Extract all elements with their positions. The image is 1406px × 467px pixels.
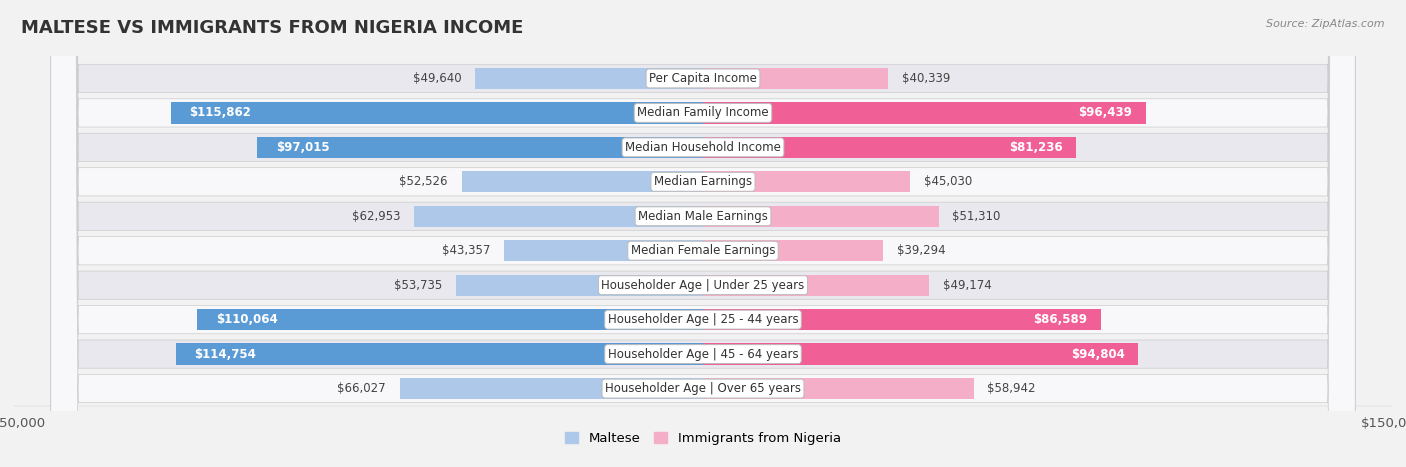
Legend: Maltese, Immigrants from Nigeria: Maltese, Immigrants from Nigeria — [560, 427, 846, 451]
FancyBboxPatch shape — [51, 0, 1355, 467]
Text: Source: ZipAtlas.com: Source: ZipAtlas.com — [1267, 19, 1385, 28]
Bar — [703, 171, 910, 192]
Bar — [413, 205, 703, 227]
FancyBboxPatch shape — [51, 0, 1355, 467]
Bar — [399, 378, 703, 399]
Text: $97,015: $97,015 — [276, 141, 329, 154]
Bar — [461, 171, 703, 192]
Text: $86,589: $86,589 — [1033, 313, 1087, 326]
Bar — [257, 137, 703, 158]
Text: Median Female Earnings: Median Female Earnings — [631, 244, 775, 257]
Text: $51,310: $51,310 — [952, 210, 1001, 223]
Text: $52,526: $52,526 — [399, 175, 449, 188]
Text: Median Household Income: Median Household Income — [626, 141, 780, 154]
Bar — [172, 102, 703, 124]
Text: Householder Age | 45 - 64 years: Householder Age | 45 - 64 years — [607, 347, 799, 361]
Text: $58,942: $58,942 — [987, 382, 1036, 395]
Bar — [475, 68, 703, 89]
FancyBboxPatch shape — [51, 0, 1355, 467]
Text: $49,640: $49,640 — [412, 72, 461, 85]
Bar — [703, 205, 939, 227]
FancyBboxPatch shape — [51, 0, 1355, 467]
Bar — [703, 68, 889, 89]
Text: Per Capita Income: Per Capita Income — [650, 72, 756, 85]
Text: $94,804: $94,804 — [1071, 347, 1125, 361]
Text: $39,294: $39,294 — [897, 244, 946, 257]
Text: $45,030: $45,030 — [924, 175, 972, 188]
FancyBboxPatch shape — [51, 0, 1355, 467]
FancyBboxPatch shape — [51, 0, 1355, 467]
Text: $96,439: $96,439 — [1078, 106, 1132, 120]
Bar — [703, 343, 1139, 365]
Text: Householder Age | Over 65 years: Householder Age | Over 65 years — [605, 382, 801, 395]
Bar — [703, 378, 974, 399]
Text: $114,754: $114,754 — [194, 347, 256, 361]
Bar — [456, 275, 703, 296]
Bar — [703, 275, 929, 296]
Bar — [703, 309, 1101, 330]
Text: $115,862: $115,862 — [190, 106, 252, 120]
Bar — [703, 137, 1076, 158]
Text: $81,236: $81,236 — [1008, 141, 1063, 154]
Text: MALTESE VS IMMIGRANTS FROM NIGERIA INCOME: MALTESE VS IMMIGRANTS FROM NIGERIA INCOM… — [21, 19, 523, 37]
FancyBboxPatch shape — [51, 0, 1355, 467]
FancyBboxPatch shape — [51, 0, 1355, 467]
Text: $49,174: $49,174 — [942, 279, 991, 292]
Text: $62,953: $62,953 — [352, 210, 401, 223]
Bar — [703, 240, 883, 262]
Text: Median Earnings: Median Earnings — [654, 175, 752, 188]
Bar — [197, 309, 703, 330]
FancyBboxPatch shape — [51, 0, 1355, 467]
Text: Median Family Income: Median Family Income — [637, 106, 769, 120]
Bar — [503, 240, 703, 262]
Text: $110,064: $110,064 — [217, 313, 277, 326]
Text: Householder Age | 25 - 44 years: Householder Age | 25 - 44 years — [607, 313, 799, 326]
Text: Median Male Earnings: Median Male Earnings — [638, 210, 768, 223]
Text: $53,735: $53,735 — [394, 279, 443, 292]
Bar — [703, 102, 1146, 124]
Text: $66,027: $66,027 — [337, 382, 387, 395]
Text: $40,339: $40,339 — [903, 72, 950, 85]
FancyBboxPatch shape — [51, 0, 1355, 467]
Text: $43,357: $43,357 — [441, 244, 491, 257]
Text: Householder Age | Under 25 years: Householder Age | Under 25 years — [602, 279, 804, 292]
Bar — [176, 343, 703, 365]
